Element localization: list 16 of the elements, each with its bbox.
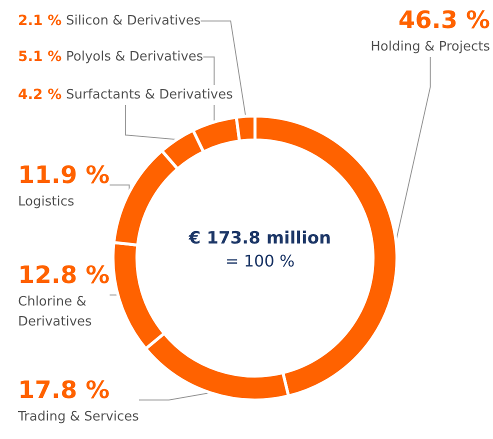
data-label: 2.1 % — [18, 13, 62, 29]
data-label: 46.3 % — [398, 6, 490, 34]
slice-label: Polyols & Derivatives — [66, 50, 204, 64]
data-label: 12.8 % — [18, 261, 110, 289]
slice-label: Holding & Projects — [370, 40, 490, 54]
data-label: 4.2 % — [18, 87, 62, 103]
data-label: 5.1 % — [18, 49, 62, 65]
slice-label: Surfactants & Derivatives — [66, 88, 234, 102]
slice-label: Silicon & Derivatives — [66, 14, 201, 28]
data-label: 11.9 % — [18, 161, 110, 189]
text: = 100 % — [225, 252, 295, 270]
slice-label: Chlorine & Derivatives — [18, 294, 92, 330]
slice-label: Trading & Services — [17, 410, 140, 424]
data-label: 17.8 % — [18, 376, 110, 404]
text: € 173.8 million — [188, 228, 332, 248]
slice-label: Logistics — [18, 194, 74, 210]
